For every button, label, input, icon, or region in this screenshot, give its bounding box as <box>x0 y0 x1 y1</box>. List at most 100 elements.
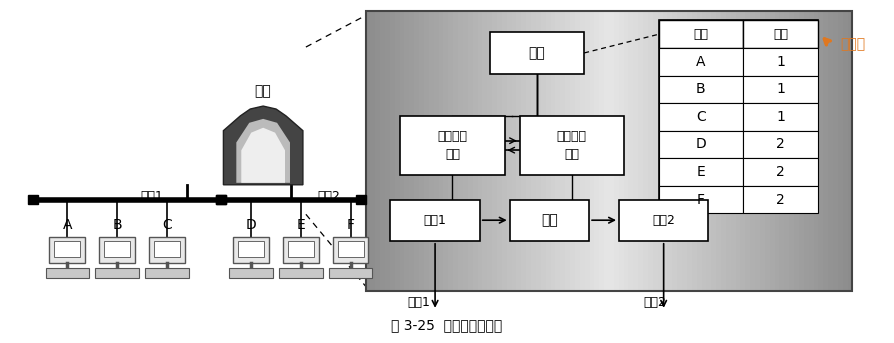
Bar <box>509 200 588 241</box>
Bar <box>375 11 381 291</box>
Bar <box>404 11 409 291</box>
Bar <box>742 21 817 48</box>
Bar <box>619 200 707 241</box>
Text: B: B <box>112 218 122 232</box>
Text: 缓存: 缓存 <box>540 213 557 227</box>
Bar <box>773 11 780 291</box>
Bar <box>742 186 817 213</box>
Bar <box>216 194 226 204</box>
Text: 1: 1 <box>775 82 784 96</box>
Bar <box>99 237 135 262</box>
Bar <box>486 11 493 291</box>
Bar <box>817 11 823 291</box>
Bar <box>279 269 323 278</box>
Bar <box>677 11 682 291</box>
Bar <box>658 48 742 75</box>
Bar <box>394 11 401 291</box>
Bar <box>691 11 696 291</box>
Bar <box>742 131 817 158</box>
Bar <box>842 11 848 291</box>
PathPatch shape <box>224 106 302 185</box>
Bar <box>618 11 624 291</box>
Bar <box>643 11 648 291</box>
Text: D: D <box>246 218 257 232</box>
Bar <box>216 194 226 204</box>
Bar <box>145 269 189 278</box>
Bar <box>735 11 740 291</box>
Bar <box>564 11 570 291</box>
Bar <box>847 11 853 291</box>
PathPatch shape <box>236 119 290 183</box>
Bar <box>502 11 507 291</box>
Bar <box>468 11 473 291</box>
Bar <box>701 11 706 291</box>
Bar <box>233 237 269 262</box>
Bar <box>409 11 415 291</box>
Bar <box>608 11 614 291</box>
Bar <box>516 11 522 291</box>
Text: 接口: 接口 <box>772 28 787 41</box>
Bar <box>28 194 38 204</box>
Bar <box>745 11 750 291</box>
Text: F: F <box>346 218 354 232</box>
Bar <box>705 11 712 291</box>
Bar <box>472 11 478 291</box>
Bar <box>154 241 180 257</box>
Bar <box>652 11 658 291</box>
Bar <box>458 11 463 291</box>
Bar <box>730 11 736 291</box>
Bar <box>462 11 468 291</box>
Bar <box>526 11 531 291</box>
Bar <box>681 11 687 291</box>
Bar <box>783 11 789 291</box>
Bar <box>365 11 371 291</box>
Bar <box>589 11 595 291</box>
Bar <box>623 11 628 291</box>
Bar <box>742 48 817 75</box>
Text: 网桥协议
实体: 网桥协议 实体 <box>556 130 586 161</box>
Bar <box>574 11 580 291</box>
Bar <box>283 237 318 262</box>
Bar <box>613 11 619 291</box>
Bar <box>667 11 672 291</box>
Bar <box>477 11 483 291</box>
Bar <box>555 11 561 291</box>
Text: 1: 1 <box>775 110 784 124</box>
Bar <box>545 11 551 291</box>
Bar <box>333 237 368 262</box>
Bar <box>428 11 434 291</box>
Bar <box>496 11 502 291</box>
Bar <box>658 21 742 48</box>
Bar <box>584 11 590 291</box>
Bar <box>288 241 314 257</box>
Text: E: E <box>296 218 305 232</box>
Bar <box>755 11 760 291</box>
Bar <box>742 158 817 186</box>
Bar <box>633 11 638 291</box>
Bar <box>822 11 828 291</box>
Bar <box>530 11 536 291</box>
Bar <box>390 11 395 291</box>
Bar <box>104 241 130 257</box>
Bar <box>658 158 742 186</box>
Bar <box>521 11 527 291</box>
Bar <box>550 11 556 291</box>
Bar <box>711 11 716 291</box>
Bar <box>540 11 546 291</box>
PathPatch shape <box>241 128 284 183</box>
Bar <box>759 11 765 291</box>
Text: D: D <box>695 138 705 152</box>
Bar <box>384 11 391 291</box>
Bar <box>365 11 851 291</box>
Bar <box>721 11 726 291</box>
Text: 接口1: 接口1 <box>423 214 446 227</box>
Bar <box>837 11 843 291</box>
Bar <box>658 75 742 103</box>
Text: 2: 2 <box>775 165 784 179</box>
Bar <box>725 11 731 291</box>
Bar <box>328 269 372 278</box>
Text: 接口2: 接口2 <box>317 190 340 203</box>
Bar <box>536 11 541 291</box>
Bar <box>506 11 512 291</box>
Bar <box>769 11 775 291</box>
